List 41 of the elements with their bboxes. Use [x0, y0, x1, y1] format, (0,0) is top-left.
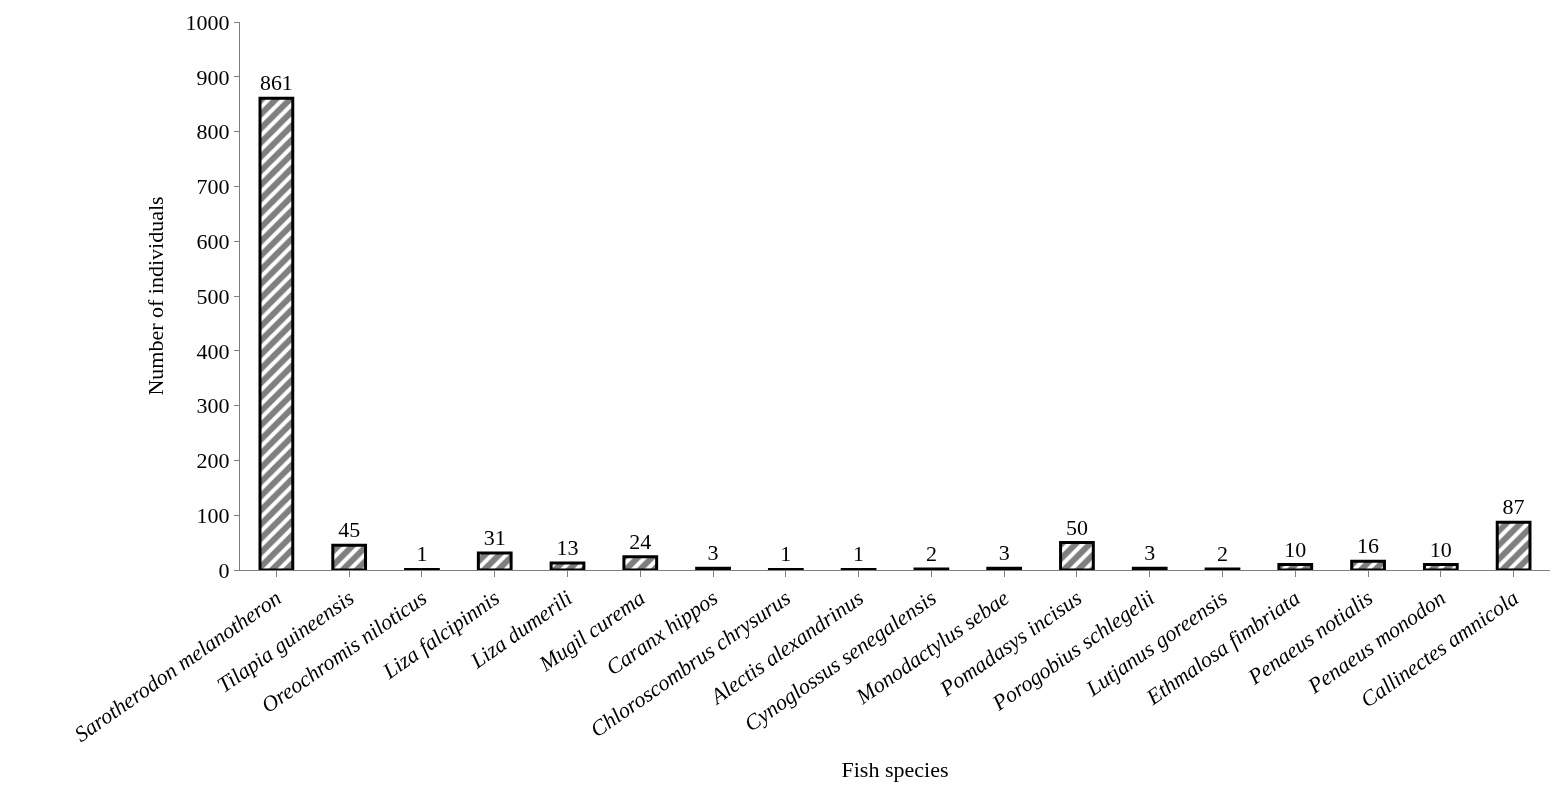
bar [1350, 559, 1386, 570]
bar [1495, 520, 1532, 570]
y-tick-label: 200 [196, 448, 230, 474]
bar [1059, 541, 1095, 570]
bar [622, 555, 659, 570]
y-tick-label: 1000 [185, 9, 230, 35]
bar [1422, 563, 1459, 570]
data-label: 10 [1429, 536, 1452, 562]
bar [331, 543, 368, 570]
data-label: 1 [853, 541, 865, 567]
data-label: 10 [1284, 536, 1307, 562]
data-label: 50 [1065, 514, 1088, 540]
y-tick-label: 300 [196, 393, 230, 419]
bar [1277, 563, 1314, 570]
bar [258, 96, 295, 570]
data-label: 3 [707, 540, 719, 566]
y-tick-label: 0 [218, 557, 230, 583]
data-label: 45 [338, 517, 361, 543]
data-label: 31 [483, 525, 506, 551]
data-label: 3 [1144, 540, 1156, 566]
data-label: 1 [416, 541, 428, 567]
y-tick-label: 900 [196, 64, 230, 90]
y-tick-label: 600 [196, 228, 230, 254]
data-label: 3 [998, 540, 1010, 566]
data-label: 87 [1502, 494, 1525, 520]
y-tick-label: 100 [196, 502, 230, 528]
y-tick-label: 800 [196, 119, 230, 145]
data-label: 13 [556, 534, 579, 560]
data-label: 24 [629, 528, 652, 554]
data-label: 2 [925, 540, 937, 566]
bar [476, 551, 513, 570]
data-label: 16 [1357, 533, 1380, 559]
x-axis-title: Fish species [841, 756, 949, 782]
y-tick-label: 700 [196, 174, 230, 200]
y-tick-label: 400 [196, 338, 230, 364]
y-tick-label: 500 [196, 283, 230, 309]
y-axis-title: Number of individuals [143, 196, 169, 396]
data-label: 1 [780, 541, 792, 567]
bar [549, 561, 586, 570]
data-label: 2 [1217, 540, 1228, 566]
data-label: 861 [260, 71, 293, 96]
